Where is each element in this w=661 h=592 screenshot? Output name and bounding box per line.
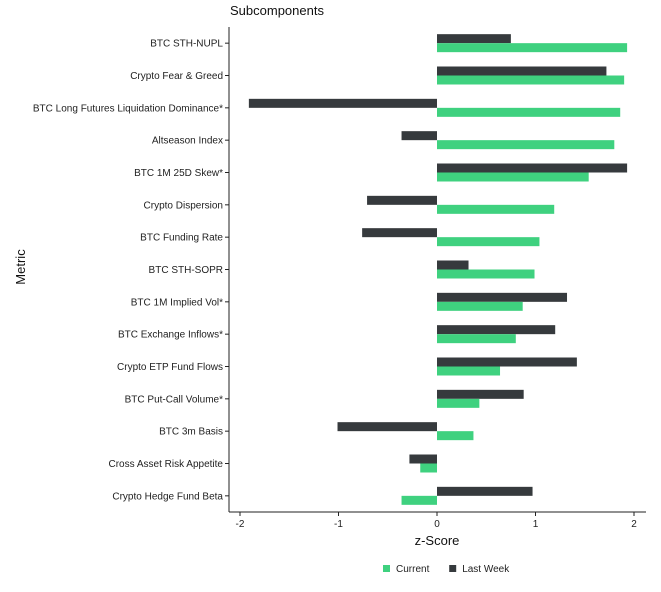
bar-current-10: [437, 366, 501, 376]
y-tick-label: BTC 1M Implied Vol*: [131, 297, 223, 308]
y-tick-label: BTC Long Futures Liquidation Dominance*: [33, 103, 223, 114]
bar-last-week-7: [437, 260, 469, 270]
bar-last-week-13: [409, 454, 437, 464]
chart-title: Subcomponents: [230, 3, 324, 18]
y-axis-title: Metric: [13, 249, 28, 285]
bar-current-7: [437, 269, 535, 279]
legend-label-last-week: Last Week: [462, 564, 510, 575]
bar-last-week-5: [367, 195, 437, 205]
bar-last-week-4: [437, 163, 628, 173]
y-tick-label: BTC 3m Basis: [159, 427, 223, 438]
bar-last-week-14: [437, 486, 533, 496]
y-tick-label: Crypto Dispersion: [144, 200, 223, 211]
legend-swatch-last-week: [449, 565, 457, 572]
bar-current-12: [437, 431, 474, 441]
x-axis-title: z-Score: [415, 533, 460, 548]
bar-last-week-2: [248, 98, 437, 108]
bar-last-week-8: [437, 292, 568, 302]
y-tick-label: BTC Funding Rate: [140, 233, 223, 244]
bar-current-14: [401, 495, 437, 505]
x-tick-label: 1: [533, 519, 539, 530]
bar-last-week-1: [437, 66, 607, 76]
legend-swatch-current: [383, 565, 390, 572]
bar-last-week-9: [437, 325, 556, 335]
legend-label-current: Current: [396, 564, 430, 575]
bar-current-0: [437, 43, 628, 53]
bar-last-week-12: [337, 422, 437, 432]
bars-layer: [248, 34, 628, 505]
y-tick-label: BTC Put-Call Volume*: [125, 394, 223, 405]
bar-current-3: [437, 140, 615, 150]
y-tick-label: Altseason Index: [152, 136, 223, 147]
bar-current-4: [437, 172, 589, 182]
bar-current-13: [420, 463, 437, 473]
y-tick-label: BTC 1M 25D Skew*: [134, 168, 223, 179]
y-tick-label: BTC STH-SOPR: [149, 265, 223, 276]
x-tick-labels: -2 -1 0 1 2: [236, 519, 638, 530]
y-tick-labels: BTC STH-NUPL Crypto Fear & Greed BTC Long …: [33, 39, 224, 503]
x-tick-label: 0: [434, 519, 440, 530]
bar-current-1: [437, 75, 625, 85]
bar-last-week-3: [401, 131, 437, 141]
bar-current-5: [437, 204, 555, 214]
bar-current-11: [437, 398, 480, 408]
legend: Current Last Week: [383, 564, 510, 575]
x-tick-label: 2: [631, 519, 637, 530]
bar-last-week-6: [362, 228, 437, 238]
y-tick-label: Crypto ETP Fund Flows: [117, 362, 223, 373]
x-tick-label: -1: [334, 519, 343, 530]
x-tick-label: -2: [236, 519, 245, 530]
bar-current-2: [437, 107, 621, 117]
bar-current-9: [437, 334, 516, 344]
bar-last-week-0: [437, 34, 511, 44]
bar-current-8: [437, 301, 523, 311]
y-tick-label: Crypto Hedge Fund Beta: [112, 491, 223, 502]
y-tick-label: Cross Asset Risk Appetite: [109, 459, 224, 470]
bar-last-week-11: [437, 389, 524, 399]
bar-current-6: [437, 237, 540, 247]
y-tick-label: Crypto Fear & Greed: [130, 71, 223, 82]
y-tick-label: BTC Exchange Inflows*: [118, 330, 223, 341]
axes-layer: [225, 27, 646, 516]
y-tick-label: BTC STH-NUPL: [150, 39, 223, 50]
bar-last-week-10: [437, 357, 577, 367]
